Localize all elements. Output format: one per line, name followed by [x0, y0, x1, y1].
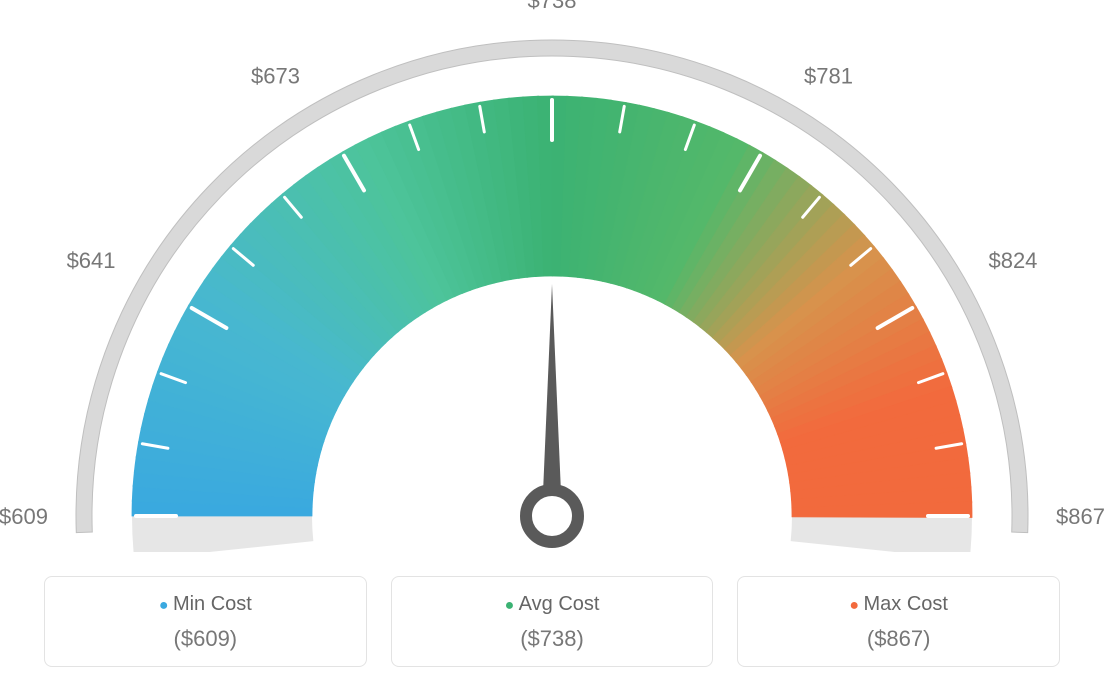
legend-row: Min Cost ($609) Avg Cost ($738) Max Cost… — [0, 576, 1104, 667]
scale-label: $867 — [1056, 504, 1104, 529]
gauge-svg: $609 $641 $673 $738 $781 $824 $867 — [0, 0, 1104, 552]
scale-label: $824 — [988, 248, 1037, 273]
legend-min-label: Min Cost — [53, 593, 358, 616]
legend-avg-value: ($738) — [400, 626, 705, 652]
gauge-needle-hub — [526, 490, 578, 542]
gauge-chart: $609 $641 $673 $738 $781 $824 $867 — [0, 0, 1104, 552]
scale-label: $609 — [0, 504, 48, 529]
legend-avg-label: Avg Cost — [400, 593, 705, 616]
scale-label: $673 — [251, 64, 300, 89]
legend-max-label: Max Cost — [746, 593, 1051, 616]
gauge-needle — [542, 284, 562, 516]
scale-label: $641 — [67, 248, 116, 273]
scale-label: $781 — [804, 64, 853, 89]
legend-card-avg: Avg Cost ($738) — [391, 576, 714, 667]
legend-card-min: Min Cost ($609) — [44, 576, 367, 667]
scale-label: $738 — [528, 0, 577, 13]
legend-card-max: Max Cost ($867) — [737, 576, 1060, 667]
legend-max-value: ($867) — [746, 626, 1051, 652]
legend-min-value: ($609) — [53, 626, 358, 652]
